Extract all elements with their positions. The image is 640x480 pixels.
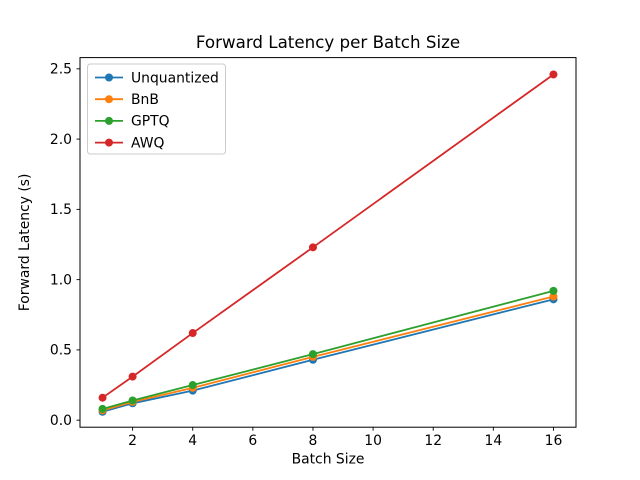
y-axis-label: Forward Latency (s): [17, 174, 33, 312]
x-tick-label: 4: [188, 433, 197, 449]
legend-label: GPTQ: [131, 114, 170, 130]
chart-title: Forward Latency per Batch Size: [196, 32, 460, 52]
y-tick-label: 0.0: [50, 413, 72, 429]
x-axis-label: Batch Size: [292, 452, 365, 468]
legend-marker: [105, 95, 113, 104]
series-awq: [98, 70, 558, 402]
y-tick-label: 2.5: [50, 62, 72, 78]
y-tick-label: 1.0: [50, 272, 72, 288]
data-point-awq: [98, 393, 107, 402]
legend-marker: [105, 73, 113, 82]
legend: Unquantized BnB GPTQ AWQ: [87, 63, 226, 155]
legend-item-unquantized: Unquantized: [95, 70, 219, 86]
series-line-bnb: [102, 295, 554, 412]
plot-area: 2 4 6 8 10 12 14 16 0.0 0.5 1.0 1.5 2.0 2.5 Unquantize…: [50, 57, 577, 449]
x-tick-label: 6: [248, 433, 257, 449]
legend-label: AWQ: [131, 135, 164, 151]
data-point-awq: [308, 243, 317, 252]
x-tick-label: 14: [484, 433, 502, 449]
data-point-gptq: [308, 350, 317, 359]
data-point-awq: [128, 372, 137, 381]
series-gptq: [98, 286, 558, 413]
legend-marker: [105, 116, 113, 125]
y-tick-label: 1.5: [50, 202, 72, 218]
axes-border: [79, 57, 577, 428]
x-tick-label: 16: [545, 433, 563, 449]
data-point-gptq: [128, 396, 137, 405]
series-line-unquantized: [102, 298, 554, 413]
y-tick-label: 0.5: [50, 343, 72, 359]
x-tick-label: 10: [364, 433, 382, 449]
legend-item-awq: AWQ: [95, 135, 164, 151]
y-tick-label: 2.0: [50, 132, 72, 148]
legend-label: Unquantized: [131, 70, 219, 86]
legend-box: [87, 63, 226, 155]
data-point-gptq: [188, 381, 197, 390]
legend-label: BnB: [131, 92, 159, 108]
x-tick-label: 8: [309, 433, 318, 449]
data-point-awq: [549, 70, 558, 79]
legend-item-bnb: BnB: [95, 92, 159, 108]
legend-marker: [105, 138, 113, 147]
x-tick-label: 2: [128, 433, 137, 449]
legend-item-gptq: GPTQ: [95, 114, 170, 130]
data-point-gptq: [98, 404, 107, 413]
data-point-bnb: [549, 292, 558, 301]
data-point-gptq: [549, 286, 558, 295]
data-point-awq: [188, 329, 197, 338]
x-tick-label: 12: [424, 433, 442, 449]
